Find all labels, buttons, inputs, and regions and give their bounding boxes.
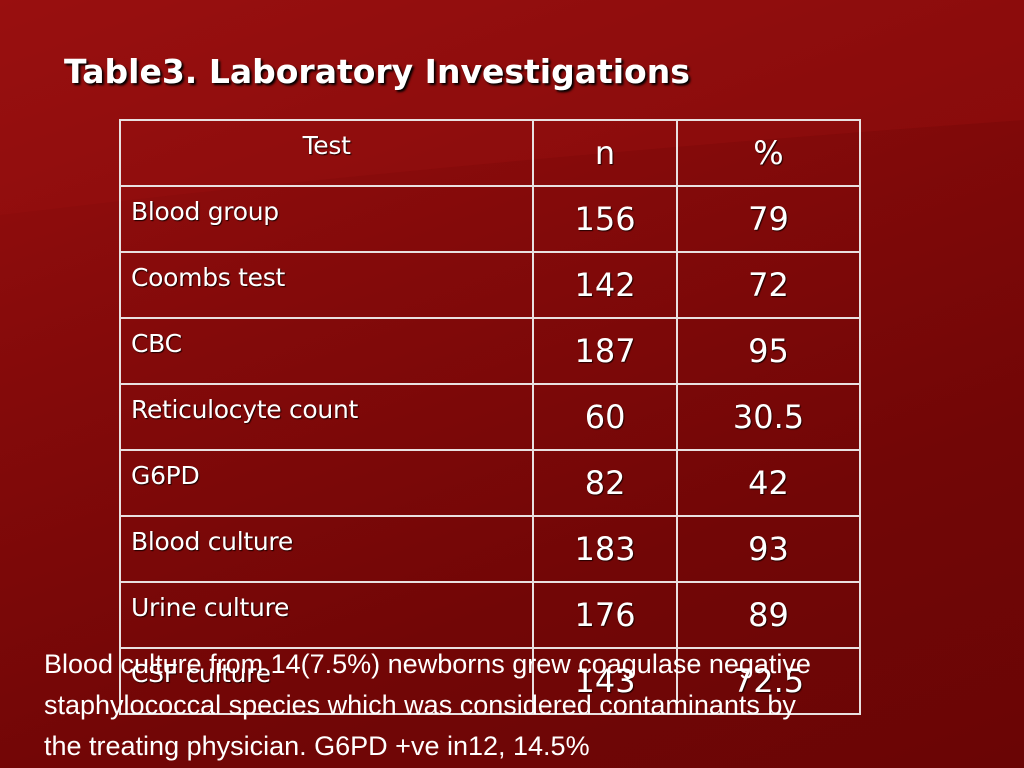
- table-row: Urine culture 176 89: [118, 581, 862, 649]
- cell-test: CBC: [118, 317, 535, 385]
- cell-n: 82: [532, 449, 678, 517]
- table-row: CSF culture 143 72.5: [118, 647, 862, 715]
- lab-table: Test n % Blood group 156 79 Coombs test …: [118, 119, 862, 715]
- table-header-row: Test n %: [118, 119, 862, 187]
- footnote-line-1: Blood culture from 14(7.5%) newborns gre…: [44, 649, 811, 679]
- cell-test: Urine culture: [118, 581, 535, 649]
- cell-percent: 95: [675, 317, 862, 385]
- footnote-line-3: the treating physician. G6PD +ve in12, 1…: [44, 731, 590, 761]
- table-row: Blood culture 183 93: [118, 515, 862, 583]
- table-row: G6PD 82 42: [118, 449, 862, 517]
- footnote: Blood culture from 14(7.5%) newborns gre…: [44, 644, 1024, 767]
- cell-percent: 72.5: [675, 647, 862, 715]
- header-n: n: [532, 119, 678, 187]
- header-test: Test: [118, 119, 535, 187]
- cell-test: Blood culture: [118, 515, 535, 583]
- cell-percent: 79: [675, 185, 862, 253]
- cell-test: CSF culture: [118, 647, 535, 715]
- cell-n: 143: [532, 647, 678, 715]
- cell-percent: 89: [675, 581, 862, 649]
- cell-n: 156: [532, 185, 678, 253]
- cell-n: 176: [532, 581, 678, 649]
- cell-percent: 30.5: [675, 383, 862, 451]
- cell-n: 187: [532, 317, 678, 385]
- header-percent: %: [675, 119, 862, 187]
- table-row: Coombs test 142 72: [118, 251, 862, 319]
- footnote-line-2: staphylococcal species which was conside…: [44, 690, 796, 720]
- cell-percent: 72: [675, 251, 862, 319]
- cell-test: Blood group: [118, 185, 535, 253]
- cell-test: Coombs test: [118, 251, 535, 319]
- cell-n: 142: [532, 251, 678, 319]
- slide-title: Table3. Laboratory Investigations: [64, 52, 690, 91]
- table-row: Reticulocyte count 60 30.5: [118, 383, 862, 451]
- cell-n: 183: [532, 515, 678, 583]
- cell-percent: 42: [675, 449, 862, 517]
- table-row: Blood group 156 79: [118, 185, 862, 253]
- cell-test: Reticulocyte count: [118, 383, 535, 451]
- cell-test: G6PD: [118, 449, 535, 517]
- table-row: CBC 187 95: [118, 317, 862, 385]
- cell-n: 60: [532, 383, 678, 451]
- cell-percent: 93: [675, 515, 862, 583]
